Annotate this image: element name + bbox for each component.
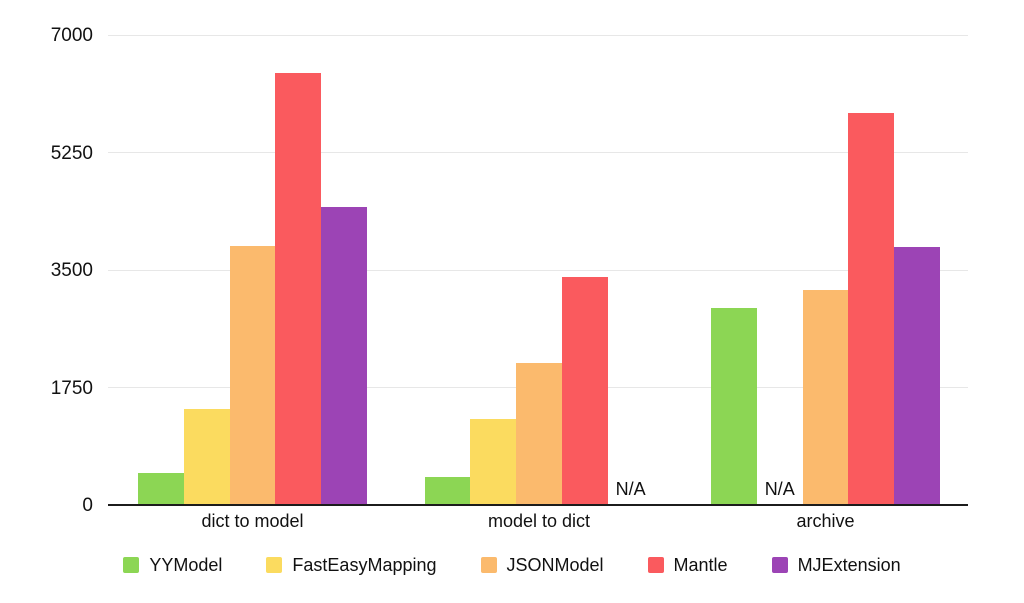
- legend-item-yymodel: YYModel: [123, 556, 222, 574]
- legend-swatch-icon: [647, 557, 664, 573]
- bar-fasteasymapping-dict-to-model: [183, 408, 230, 505]
- bar-jsonmodel-dict-to-model: [229, 245, 276, 505]
- na-label: N/A: [764, 479, 795, 499]
- bar-mantle-model-to-dict: [561, 276, 608, 505]
- legend-item-jsonmodel: JSONModel: [480, 555, 604, 575]
- y-axis-tick-label: 1750: [50, 377, 93, 399]
- legend-label: Mantle: [673, 555, 728, 575]
- x-axis-line: [108, 504, 968, 506]
- legend-swatch-icon: [771, 557, 788, 573]
- legend-item-fasteasymapping: FastEasyMapping: [266, 555, 437, 575]
- gridline-5250: [108, 152, 968, 153]
- bar-mantle-archive: [848, 112, 895, 505]
- legend-swatch-icon: [480, 557, 497, 573]
- bar-yymodel-dict-to-model: [138, 472, 184, 505]
- x-axis-category-label: archive: [796, 511, 855, 531]
- bar-jsonmodel-archive: [802, 290, 849, 505]
- legend-item-mjextension: MJExtension: [771, 555, 901, 575]
- x-axis-category-label: model to dict: [487, 511, 591, 531]
- legend-label: YYModel: [149, 555, 223, 575]
- bar-mjextension-dict-to-model: [321, 206, 367, 505]
- legend-label: FastEasyMapping: [292, 555, 437, 575]
- legend: YYModel FastEasyMapping JSONModel Mantle MJE…: [0, 556, 1024, 574]
- gridline-3500: [108, 269, 968, 271]
- bar-yymodel-archive: [711, 308, 757, 505]
- bar-jsonmodel-model-to-dict: [516, 362, 562, 505]
- legend-swatch-icon: [266, 557, 283, 573]
- y-axis-tick-label: 5250: [50, 142, 93, 164]
- bar-mjextension-archive: [894, 247, 940, 505]
- bar-fasteasymapping-model-to-dict: [470, 419, 517, 505]
- legend-label: JSONModel: [506, 555, 604, 575]
- gridline-7000: [108, 34, 968, 36]
- legend-label: MJExtension: [797, 555, 901, 575]
- y-axis-tick-label: 3500: [50, 260, 93, 281]
- x-axis-category-label: dict to model: [201, 511, 304, 531]
- y-axis-tick-label: 0: [82, 495, 93, 516]
- y-axis-tick-label: 7000: [50, 25, 93, 46]
- na-label: N/A: [615, 479, 646, 499]
- legend-item-mantle: Mantle: [647, 555, 728, 575]
- bar-yymodel-model-to-dict: [424, 476, 471, 505]
- legend-swatch-icon: [123, 557, 140, 573]
- bar-mantle-dict-to-model: [275, 73, 322, 505]
